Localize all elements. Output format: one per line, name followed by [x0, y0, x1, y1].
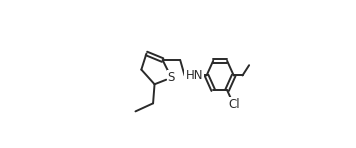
Text: Cl: Cl — [228, 98, 240, 111]
Text: S: S — [168, 71, 175, 84]
Text: HN: HN — [185, 69, 203, 82]
